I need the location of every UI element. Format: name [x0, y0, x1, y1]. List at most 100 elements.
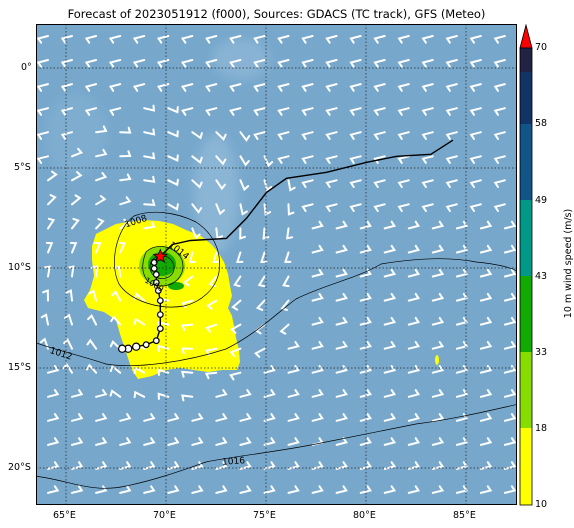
wind-barb-icon [397, 35, 410, 44]
wind-barb-icon [359, 316, 372, 326]
wind-barb-icon [503, 341, 517, 350]
wind-barb-icon [86, 363, 98, 374]
wind-barb-icon [311, 485, 324, 494]
wind-barb-icon [206, 299, 218, 310]
wind-barb-icon [180, 35, 194, 44]
wind-barb-icon [469, 203, 482, 212]
wind-barb-icon [503, 316, 517, 326]
wind-barb-icon [479, 485, 493, 494]
wind-barb-icon [373, 203, 386, 212]
wind-barb-icon [455, 389, 469, 398]
wind-barb-icon [301, 203, 314, 212]
wind-barb-icon [445, 155, 458, 164]
wind-barb-icon [335, 413, 348, 422]
wind-barb-icon [445, 59, 458, 68]
wind-barb-icon [325, 59, 338, 68]
wind-barb-icon [167, 106, 179, 114]
wind-barb-icon [191, 413, 204, 422]
wind-barb-icon [311, 389, 324, 398]
lon-label-70e: 70°E [153, 510, 176, 521]
circle-icon [142, 341, 150, 349]
wind-barb-icon [191, 179, 203, 189]
wind-barb-icon [143, 413, 156, 422]
wind-barb-icon [373, 107, 386, 116]
wind-barb-icon [71, 171, 83, 182]
wind-barb-icon [383, 244, 397, 254]
wind-barb-icon [503, 292, 517, 302]
wind-barb-icon [157, 344, 170, 352]
wind-barb-icon [311, 341, 324, 350]
wind-barb-icon [397, 83, 410, 92]
wind-barb-icon [359, 365, 372, 374]
wind-barb-icon [157, 368, 170, 376]
colorbar-segment-18 [520, 352, 532, 428]
wind-barb-icon [132, 35, 146, 44]
wind-barb-icon [208, 275, 218, 287]
wind-barb-icon [119, 485, 132, 494]
wind-barb-icon [119, 173, 132, 182]
wind-barb-icon [167, 485, 180, 494]
wind-barb-icon [469, 59, 482, 68]
wind-barb-icon [239, 227, 246, 240]
wind-barb-icon [133, 390, 146, 399]
wind-barb-icon [479, 244, 493, 254]
wind-barb-icon [503, 220, 517, 230]
wind-barb-icon [110, 315, 122, 326]
wind-barb-icon [132, 59, 146, 68]
wind-barb-icon [191, 485, 204, 494]
wind-barb-icon [143, 221, 156, 230]
wind-barb-icon [239, 437, 252, 446]
wind-barb-icon [108, 107, 122, 116]
wind-barb-icon [311, 292, 324, 302]
wind-barb-icon [479, 292, 493, 302]
wind-barb-icon [373, 35, 386, 44]
wind-barb-icon [503, 244, 517, 254]
wind-barb-icon [311, 413, 324, 422]
wind-barb-icon [239, 131, 251, 142]
isobar-1012 [36, 258, 517, 366]
wind-barb-icon [493, 155, 506, 164]
wind-barb-icon [335, 292, 348, 302]
wind-barb-icon [383, 365, 397, 374]
wind-barb-icon [118, 241, 126, 254]
wind-barb-icon [397, 131, 410, 140]
wind-barb-icon [325, 179, 338, 188]
star-icon [152, 248, 168, 263]
wind-barb-icon [71, 413, 84, 422]
wind-barb-icon [479, 437, 493, 446]
wind-barb-icon [397, 107, 410, 116]
wind-barb-icon [191, 227, 201, 240]
colorbar-segment-43 [520, 200, 532, 276]
wind-barb-icon [229, 371, 242, 381]
wind-barb-icon [349, 203, 362, 212]
wind-barb-icon [455, 268, 469, 278]
wind-barb-icon [397, 179, 410, 188]
colorbar-extend-arrow [519, 24, 533, 49]
wind-barb-icon [407, 220, 420, 230]
circle-icon [150, 265, 158, 272]
colorbar-tick-10: 10 [535, 499, 548, 510]
wind-barb-icon [397, 203, 410, 212]
wind-barb-icon [143, 175, 156, 183]
wind-barb-icon [109, 340, 122, 350]
wind-barb-icon [349, 131, 362, 140]
wind-barb-icon [407, 437, 420, 446]
colorbar-tick-18: 18 [535, 423, 548, 434]
wind-barb-icon [397, 59, 410, 68]
colorbar-segment-10 [520, 428, 532, 505]
wind-barb-icon [469, 179, 482, 188]
map-title: Forecast of 2023051912 (f000), Sources: … [67, 7, 486, 21]
wind-barb-icon [86, 338, 98, 350]
wind-barb-icon [215, 461, 228, 470]
wind-barb-icon [253, 59, 266, 68]
wind-barb-icon [431, 341, 445, 350]
wind-barb-icon [143, 152, 156, 160]
wind-barb-icon [407, 389, 420, 398]
colorbar-tick-49: 49 [535, 195, 548, 206]
wind-barb-icon [205, 35, 218, 44]
wind-barb-icon [503, 365, 517, 374]
wind-barb-icon [239, 389, 252, 398]
wind-barb-icon [349, 155, 362, 164]
wind-barb-icon [493, 179, 506, 188]
wind-barb-icon [108, 59, 122, 68]
